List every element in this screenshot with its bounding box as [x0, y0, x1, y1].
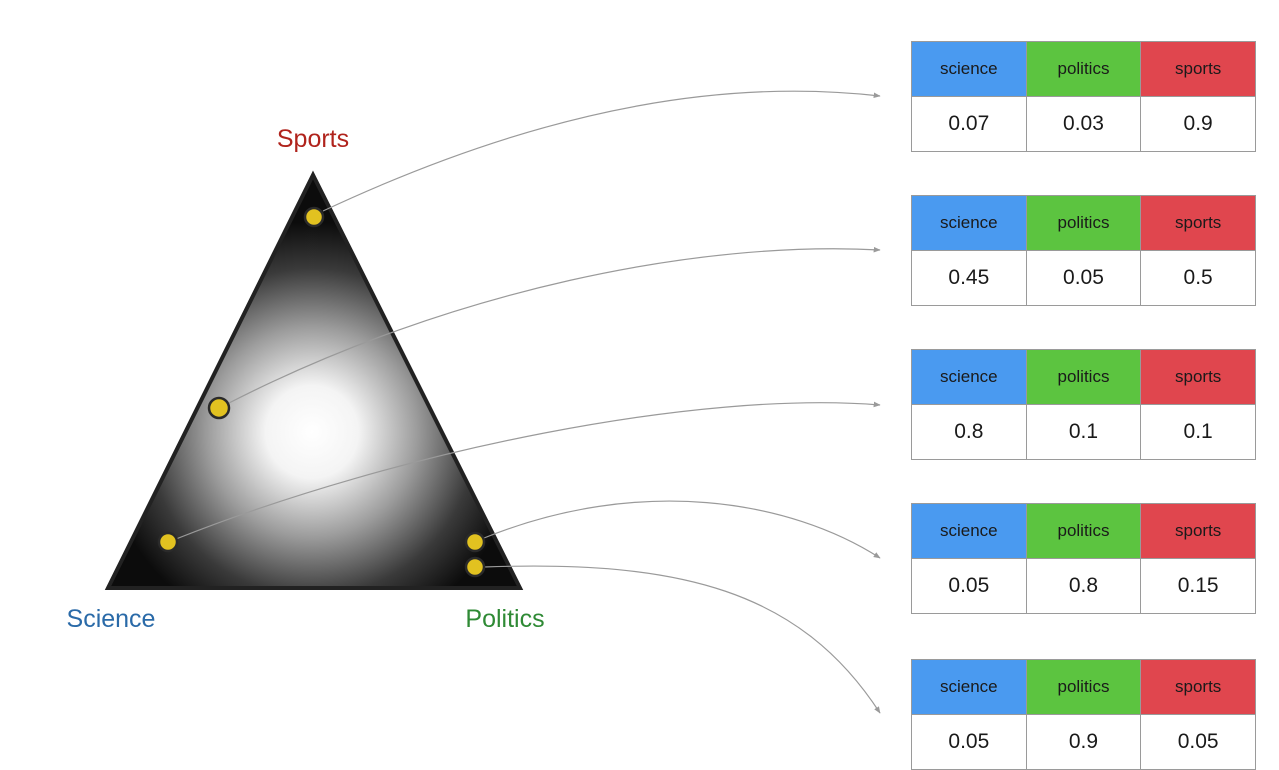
- header-politics: politics: [1025, 349, 1142, 405]
- vertex-label-sports: Sports: [277, 125, 349, 153]
- header-science: science: [911, 503, 1027, 559]
- connector-arrow: [483, 565, 881, 714]
- data-point: [207, 396, 231, 420]
- table-value-row: 0.8 0.1 0.1: [911, 404, 1256, 460]
- vertex-label-politics: Politics: [465, 605, 544, 633]
- header-sports: sports: [1140, 659, 1256, 715]
- vertex-label-science: Science: [67, 605, 156, 633]
- data-point: [464, 531, 486, 553]
- value-politics: 0.8: [1025, 558, 1142, 614]
- table-header-row: science politics sports: [911, 195, 1256, 251]
- header-science: science: [911, 349, 1027, 405]
- header-science: science: [911, 41, 1027, 97]
- value-science: 0.07: [911, 96, 1027, 152]
- data-point: [157, 531, 179, 553]
- value-science: 0.05: [911, 558, 1027, 614]
- header-sports: sports: [1140, 195, 1256, 251]
- value-sports: 0.1: [1140, 404, 1256, 460]
- table-header-row: science politics sports: [911, 659, 1256, 715]
- distribution-table: science politics sports 0.45 0.05 0.5: [911, 195, 1256, 306]
- header-politics: politics: [1025, 659, 1142, 715]
- header-politics: politics: [1025, 503, 1142, 559]
- header-science: science: [911, 659, 1027, 715]
- distribution-table: science politics sports 0.05 0.9 0.05: [911, 659, 1256, 770]
- table-header-row: science politics sports: [911, 41, 1256, 97]
- table-value-row: 0.07 0.03 0.9: [911, 96, 1256, 152]
- table-value-row: 0.05 0.9 0.05: [911, 714, 1256, 770]
- value-politics: 0.03: [1025, 96, 1142, 152]
- header-politics: politics: [1025, 41, 1142, 97]
- connector-arrow: [322, 90, 881, 212]
- value-sports: 0.9: [1140, 96, 1256, 152]
- table-value-row: 0.45 0.05 0.5: [911, 250, 1256, 306]
- header-politics: politics: [1025, 195, 1142, 251]
- value-politics: 0.05: [1025, 250, 1142, 306]
- header-science: science: [911, 195, 1027, 251]
- value-sports: 0.15: [1140, 558, 1256, 614]
- table-header-row: science politics sports: [911, 503, 1256, 559]
- value-sports: 0.05: [1140, 714, 1256, 770]
- distribution-table: science politics sports 0.05 0.8 0.15: [911, 503, 1256, 614]
- header-sports: sports: [1140, 503, 1256, 559]
- table-value-row: 0.05 0.8 0.15: [911, 558, 1256, 614]
- simplex-triangle: [104, 170, 524, 590]
- value-science: 0.8: [911, 404, 1027, 460]
- data-point: [464, 556, 486, 578]
- connector-arrow: [483, 500, 881, 559]
- data-point: [303, 206, 325, 228]
- header-sports: sports: [1140, 41, 1256, 97]
- connector-arrow: [228, 246, 881, 404]
- value-politics: 0.1: [1025, 404, 1142, 460]
- simplex-diagram: Sports Science Politics: [67, 90, 881, 714]
- connector-arrow: [175, 401, 881, 540]
- value-sports: 0.5: [1140, 250, 1256, 306]
- value-science: 0.45: [911, 250, 1027, 306]
- distribution-table: science politics sports 0.8 0.1 0.1: [911, 349, 1256, 460]
- header-sports: sports: [1140, 349, 1256, 405]
- distribution-table: science politics sports 0.07 0.03 0.9: [911, 41, 1256, 152]
- table-header-row: science politics sports: [911, 349, 1256, 405]
- value-politics: 0.9: [1025, 714, 1142, 770]
- value-science: 0.05: [911, 714, 1027, 770]
